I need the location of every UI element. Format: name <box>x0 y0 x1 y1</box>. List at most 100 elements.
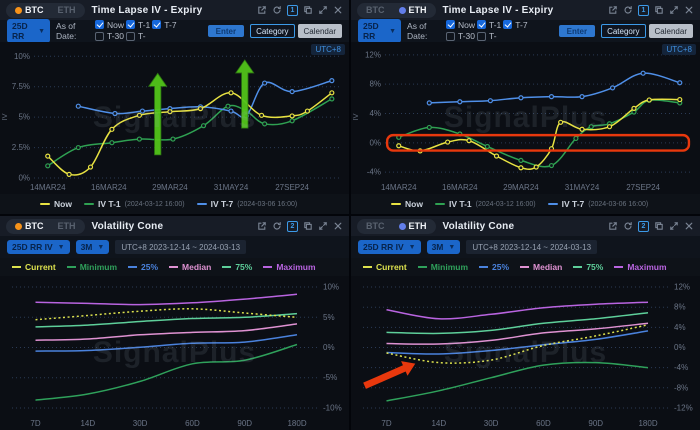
checkbox-icon[interactable] <box>503 20 513 29</box>
refresh-icon[interactable] <box>623 221 633 231</box>
asof-t-checkbox[interactable]: T- <box>125 31 146 41</box>
asset-btc-tab[interactable]: BTC <box>8 220 51 233</box>
legend-item-current[interactable]: Current <box>12 262 56 272</box>
legend-item-current[interactable]: Current <box>363 262 407 272</box>
eth-dot-icon <box>398 6 406 14</box>
panel-count-icon[interactable]: 2 <box>638 220 649 232</box>
copy-icon[interactable] <box>303 221 313 231</box>
metric-dropdown[interactable]: 25D RR ▼ <box>358 19 402 43</box>
checkbox-icon[interactable] <box>476 20 486 29</box>
expand-icon[interactable] <box>318 5 328 15</box>
calendar-button[interactable]: Calendar <box>297 24 342 38</box>
export-icon[interactable] <box>608 221 618 231</box>
asset-eth-tab[interactable]: ETH <box>392 220 434 233</box>
close-icon[interactable] <box>333 221 343 231</box>
svg-text:27SEP24: 27SEP24 <box>626 183 660 192</box>
asset-btc-tab[interactable]: BTC <box>359 4 392 17</box>
svg-text:12%: 12% <box>365 50 381 59</box>
period-dropdown[interactable]: 3M ▼ <box>426 240 461 254</box>
legend-item-maximum[interactable]: Maximum <box>614 262 667 272</box>
checkbox-icon[interactable] <box>152 20 162 29</box>
legend-item-now[interactable]: Now <box>40 199 72 209</box>
asof-t7-checkbox[interactable]: T-7 <box>503 20 528 30</box>
legend-item-minimum[interactable]: Minimum <box>66 262 117 272</box>
legend-dash-icon <box>128 266 138 268</box>
date-range-label: UTC+8 2023-12-14 ~ 2024-03-13 <box>115 240 247 254</box>
legend-item-75-[interactable]: 75% <box>573 262 603 272</box>
asof-t1-checkbox[interactable]: T-1 <box>125 20 150 30</box>
copy-icon[interactable] <box>654 221 664 231</box>
close-icon[interactable] <box>333 5 343 15</box>
timelapse-chart-eth[interactable]: -4% 0% 4% 8% 12% 14MAR24 16MAR24 29MAR24 31MAY24… <box>351 42 700 194</box>
volcone-chart-btc[interactable]: -10% -5% 0% 5% 10% 7D 14D 30D 60D 90D 180D <box>0 276 349 430</box>
checkbox-icon[interactable] <box>125 31 135 41</box>
category-button[interactable]: Category <box>601 24 646 38</box>
close-icon[interactable] <box>684 221 694 231</box>
legend-item-iv-t-7[interactable]: IV T-7 (2024-03-06 16:00) <box>547 199 648 209</box>
timelapse-chart-btc[interactable]: 0% 2.5% 5% 7.5% 10% 14MAR24 16MAR24 29MAR24 31MA… <box>0 42 349 194</box>
export-icon[interactable] <box>257 5 267 15</box>
legend-item-iv-t-1[interactable]: IV T-1 (2024-03-12 16:00) <box>83 199 185 209</box>
asset-eth-tab[interactable]: ETH <box>51 4 83 17</box>
refresh-icon[interactable] <box>623 5 633 15</box>
expand-icon[interactable] <box>318 221 328 231</box>
legend-item-iv-t-7[interactable]: IV T-7 (2024-03-06 16:00) <box>196 199 297 209</box>
custom-days-input[interactable]: Enter <box>558 25 596 37</box>
asof-t7-checkbox[interactable]: T-7 <box>152 20 177 30</box>
checkbox-icon[interactable] <box>125 20 135 29</box>
export-icon[interactable] <box>608 5 618 15</box>
chart-legend: Current Minimum 25% Median 75% Maximum <box>0 258 349 276</box>
checkbox-icon[interactable] <box>445 31 455 41</box>
panel-count-icon[interactable]: 2 <box>287 220 298 232</box>
legend-dash-icon <box>573 266 583 268</box>
legend-item-minimum[interactable]: Minimum <box>417 262 468 272</box>
checkbox-icon[interactable] <box>94 31 104 41</box>
expand-icon[interactable] <box>669 221 679 231</box>
panel-count-icon[interactable]: 1 <box>287 4 298 16</box>
panel-count-icon[interactable]: 1 <box>638 4 649 16</box>
legend-item-now[interactable]: Now <box>391 199 423 209</box>
period-dropdown[interactable]: 3M ▼ <box>75 240 110 254</box>
asof-now-checkbox[interactable]: Now <box>94 20 124 30</box>
legend-item-median[interactable]: Median <box>169 262 211 272</box>
legend-dash-icon <box>83 203 94 205</box>
category-button[interactable]: Category <box>250 24 295 38</box>
checkbox-icon[interactable] <box>445 20 455 29</box>
svg-text:30D: 30D <box>484 419 499 428</box>
svg-text:180D: 180D <box>287 419 306 428</box>
metric-dropdown[interactable]: 25D RR ▼ <box>7 19 51 43</box>
copy-icon[interactable] <box>303 5 313 15</box>
legend-item-75-[interactable]: 75% <box>222 262 252 272</box>
legend-item-25-[interactable]: 25% <box>479 262 509 272</box>
legend-item-maximum[interactable]: Maximum <box>263 262 316 272</box>
calendar-button[interactable]: Calendar <box>648 24 693 38</box>
refresh-icon[interactable] <box>272 221 282 231</box>
asset-btc-tab[interactable]: BTC <box>8 4 51 17</box>
checkbox-icon[interactable] <box>476 31 486 41</box>
asset-eth-tab[interactable]: ETH <box>51 220 83 233</box>
custom-days-input[interactable]: Enter <box>207 25 245 37</box>
volcone-chart-eth[interactable]: -12% -8% -4% 0% 4% 8% 12% 7D 14D 30D 60D 90D 180D <box>351 276 700 430</box>
panel-title: Volatility Cone <box>91 220 164 232</box>
asset-label: BTC <box>25 5 44 15</box>
metric-dropdown[interactable]: 25D RR IV ▼ <box>358 240 421 254</box>
asset-btc-tab[interactable]: BTC <box>359 220 392 233</box>
svg-text:7.5%: 7.5% <box>12 82 30 91</box>
checkbox-icon[interactable] <box>94 20 104 29</box>
metric-dropdown[interactable]: 25D RR IV ▼ <box>7 240 70 254</box>
asof-now-checkbox[interactable]: Now <box>445 20 475 30</box>
close-icon[interactable] <box>684 5 694 15</box>
legend-item-median[interactable]: Median <box>520 262 562 272</box>
expand-icon[interactable] <box>669 5 679 15</box>
refresh-icon[interactable] <box>272 5 282 15</box>
legend-item-25-[interactable]: 25% <box>128 262 158 272</box>
asof-t-checkbox[interactable]: T- <box>476 31 497 41</box>
asof-t30-checkbox[interactable]: T-30 <box>445 31 475 41</box>
legend-item-iv-t-1[interactable]: IV T-1 (2024-03-12 16:00) <box>434 199 536 209</box>
asset-eth-tab[interactable]: ETH <box>392 4 434 17</box>
asof-t1-checkbox[interactable]: T-1 <box>476 20 501 30</box>
asof-t30-checkbox[interactable]: T-30 <box>94 31 124 41</box>
copy-icon[interactable] <box>654 5 664 15</box>
svg-text:16MAR24: 16MAR24 <box>91 183 127 192</box>
export-icon[interactable] <box>257 221 267 231</box>
